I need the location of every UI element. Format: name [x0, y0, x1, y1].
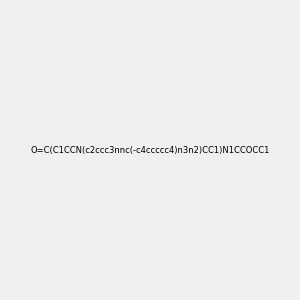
Text: O=C(C1CCN(c2ccc3nnc(-c4ccccc4)n3n2)CC1)N1CCOCC1: O=C(C1CCN(c2ccc3nnc(-c4ccccc4)n3n2)CC1)N… [30, 146, 270, 154]
